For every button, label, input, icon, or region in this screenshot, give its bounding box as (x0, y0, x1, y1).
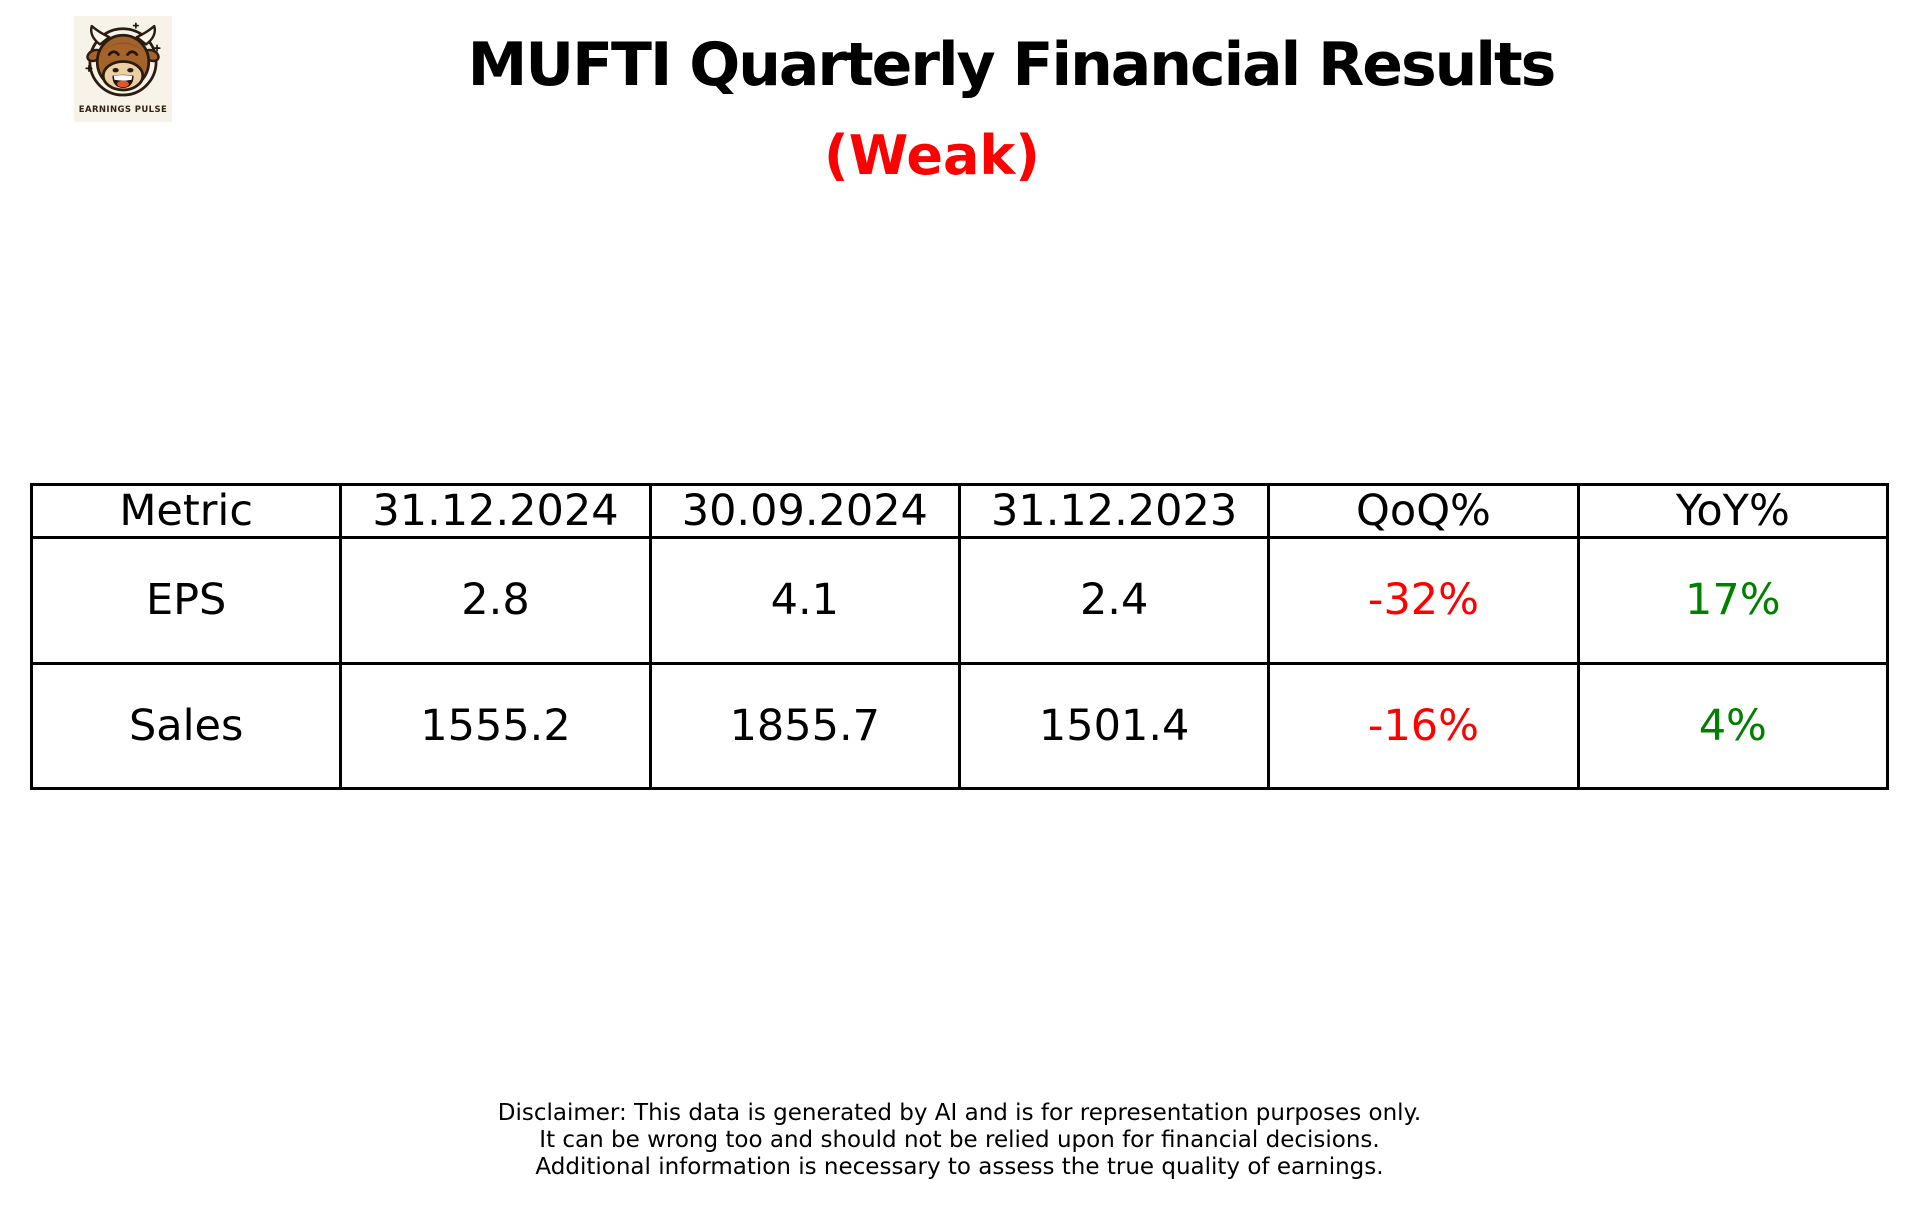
earnings-pulse-logo: EARNINGS PULSE (74, 16, 172, 122)
logo-caption: EARNINGS PULSE (78, 105, 168, 115)
disclaimer: Disclaimer: This data is generated by AI… (0, 1100, 1919, 1181)
disclaimer-line: Disclaimer: This data is generated by AI… (497, 1100, 1422, 1126)
sales-previous-value: 1855.7 (648, 661, 961, 790)
eps-current-value: 2.8 (339, 536, 652, 665)
eps-qoq-change: -32% (1267, 536, 1580, 665)
column-header-qoq: QoQ% (1267, 483, 1580, 539)
eps-yearago-value: 2.4 (957, 536, 1271, 665)
table-row-sales: Sales 1555.2 1855.7 1501.4 -16% 4% (29, 661, 1890, 790)
page-title: MUFTI Quarterly Financial Results (467, 30, 1557, 100)
eps-yoy-change: 17% (1576, 536, 1890, 665)
table-row-eps: EPS 2.8 4.1 2.4 -32% 17% (29, 536, 1890, 665)
sales-qoq-change: -16% (1267, 661, 1580, 790)
disclaimer-line: Additional information is necessary to a… (535, 1154, 1384, 1180)
eps-previous-value: 4.1 (648, 536, 961, 665)
verdict-label: (Weak) (824, 124, 1040, 187)
laughing-bull-icon (85, 22, 161, 97)
table-header-row: Metric 31.12.2024 30.09.2024 31.12.2023 … (29, 483, 1890, 539)
sales-yoy-change: 4% (1576, 661, 1890, 790)
column-header-q-current: 31.12.2024 (339, 483, 652, 539)
column-header-metric: Metric (29, 483, 343, 539)
sales-current-value: 1555.2 (339, 661, 652, 790)
disclaimer-line: It can be wrong too and should not be re… (539, 1127, 1380, 1153)
sales-yearago-value: 1501.4 (957, 661, 1271, 790)
column-header-q-yearago: 31.12.2023 (957, 483, 1271, 539)
financial-results-table: Metric 31.12.2024 30.09.2024 31.12.2023 … (29, 483, 1890, 790)
metric-label: EPS (29, 536, 343, 665)
column-header-yoy: YoY% (1576, 483, 1890, 539)
metric-label: Sales (29, 661, 343, 790)
column-header-q-previous: 30.09.2024 (648, 483, 961, 539)
